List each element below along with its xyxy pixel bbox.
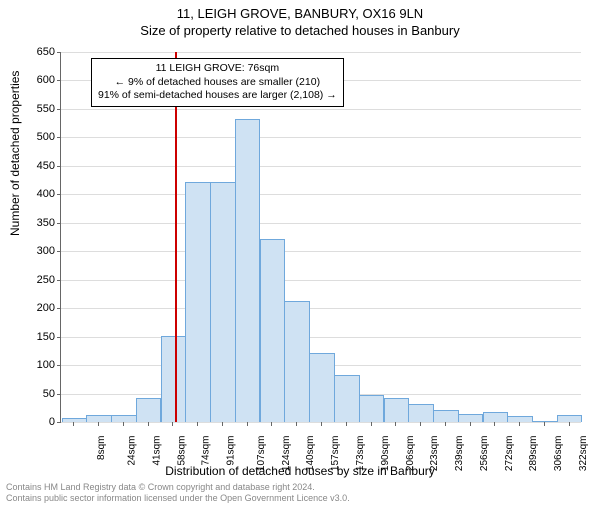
annotation-line-2: ← 9% of detached houses are smaller (210… — [98, 76, 337, 90]
ytick-label: 150 — [25, 331, 55, 343]
histogram-bar — [334, 375, 360, 422]
ytick-label: 250 — [25, 274, 55, 286]
annotation-line-3: 91% of semi-detached houses are larger (… — [98, 89, 337, 103]
histogram-bar — [384, 398, 410, 422]
xtick-label: 74sqm — [201, 436, 212, 466]
xtick-mark — [123, 422, 124, 426]
xtick-mark — [371, 422, 372, 426]
ytick-label: 0 — [25, 416, 55, 428]
chart-area: 0501001502002503003504004505005506006508… — [60, 52, 580, 422]
xtick-mark — [395, 422, 396, 426]
footer-attribution: Contains HM Land Registry data © Crown c… — [6, 482, 350, 504]
histogram-bar — [161, 336, 187, 422]
xtick-mark — [544, 422, 545, 426]
ytick-mark — [57, 394, 61, 395]
ytick-mark — [57, 251, 61, 252]
ytick-mark — [57, 80, 61, 81]
marker-line — [175, 52, 177, 422]
xtick-label: 91sqm — [226, 436, 237, 466]
xtick-mark — [172, 422, 173, 426]
xtick-label: 8sqm — [96, 436, 107, 460]
ytick-mark — [57, 280, 61, 281]
ytick-mark — [57, 365, 61, 366]
ytick-mark — [57, 137, 61, 138]
ytick-label: 50 — [25, 388, 55, 400]
gridline — [61, 52, 581, 53]
xtick-mark — [98, 422, 99, 426]
ytick-label: 500 — [25, 131, 55, 143]
histogram-bar — [532, 421, 558, 422]
xtick-mark — [569, 422, 570, 426]
xtick-mark — [321, 422, 322, 426]
ytick-mark — [57, 194, 61, 195]
xtick-mark — [247, 422, 248, 426]
xtick-mark — [148, 422, 149, 426]
histogram-bar — [433, 410, 459, 422]
ytick-mark — [57, 422, 61, 423]
gridline — [61, 308, 581, 309]
ytick-mark — [57, 166, 61, 167]
annotation-line-1: 11 LEIGH GROVE: 76sqm — [98, 62, 337, 76]
xtick-mark — [470, 422, 471, 426]
ytick-mark — [57, 52, 61, 53]
ytick-mark — [57, 308, 61, 309]
histogram-bar — [458, 414, 484, 422]
gridline — [61, 223, 581, 224]
footer-line-2: Contains public sector information licen… — [6, 493, 350, 504]
x-axis-label: Distribution of detached houses by size … — [0, 464, 600, 478]
xtick-mark — [73, 422, 74, 426]
xtick-label: 24sqm — [127, 436, 138, 466]
ytick-label: 300 — [25, 245, 55, 257]
xtick-mark — [420, 422, 421, 426]
y-axis-label: Number of detached properties — [8, 71, 22, 236]
ytick-label: 550 — [25, 103, 55, 115]
xtick-mark — [445, 422, 446, 426]
ytick-mark — [57, 223, 61, 224]
histogram-bar — [185, 182, 211, 422]
histogram-bar — [235, 119, 261, 422]
ytick-mark — [57, 109, 61, 110]
annotation-box: 11 LEIGH GROVE: 76sqm← 9% of detached ho… — [91, 58, 344, 107]
histogram-bar — [408, 404, 434, 422]
xtick-mark — [296, 422, 297, 426]
gridline — [61, 166, 581, 167]
xtick-mark — [197, 422, 198, 426]
xtick-mark — [346, 422, 347, 426]
gridline — [61, 337, 581, 338]
xtick-label: 58sqm — [176, 436, 187, 466]
ytick-mark — [57, 337, 61, 338]
gridline — [61, 137, 581, 138]
histogram-bar — [284, 301, 310, 422]
xtick-mark — [494, 422, 495, 426]
ytick-label: 350 — [25, 217, 55, 229]
histogram-bar — [483, 412, 509, 422]
gridline — [61, 280, 581, 281]
gridline — [61, 109, 581, 110]
xtick-label: 41sqm — [151, 436, 162, 466]
histogram-bar — [210, 182, 236, 422]
plot-region: 0501001502002503003504004505005506006508… — [60, 52, 581, 423]
histogram-bar — [260, 239, 286, 422]
histogram-bar — [111, 415, 137, 422]
histogram-bar — [309, 353, 335, 422]
ytick-label: 200 — [25, 302, 55, 314]
chart-title-main: 11, LEIGH GROVE, BANBURY, OX16 9LN — [0, 6, 600, 21]
xtick-mark — [271, 422, 272, 426]
xtick-mark — [519, 422, 520, 426]
xtick-mark — [222, 422, 223, 426]
histogram-bar — [136, 398, 162, 422]
gridline — [61, 251, 581, 252]
histogram-bar — [359, 395, 385, 422]
ytick-label: 100 — [25, 359, 55, 371]
ytick-label: 400 — [25, 188, 55, 200]
ytick-label: 650 — [25, 46, 55, 58]
histogram-bar — [86, 415, 112, 422]
ytick-label: 600 — [25, 74, 55, 86]
chart-title-sub: Size of property relative to detached ho… — [0, 23, 600, 38]
chart-container: 11, LEIGH GROVE, BANBURY, OX16 9LN Size … — [0, 6, 600, 506]
ytick-label: 450 — [25, 160, 55, 172]
gridline — [61, 194, 581, 195]
footer-line-1: Contains HM Land Registry data © Crown c… — [6, 482, 350, 493]
histogram-bar — [557, 415, 583, 422]
